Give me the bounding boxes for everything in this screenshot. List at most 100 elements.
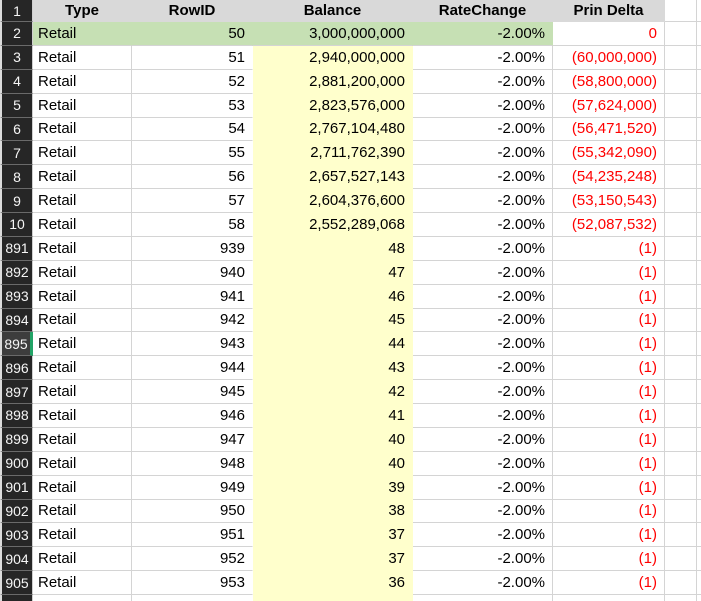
cell-type[interactable]: Retail	[33, 236, 132, 261]
cell-balance[interactable]: 37	[253, 523, 413, 548]
cell-empty[interactable]	[665, 427, 697, 452]
cell-prindelta[interactable]: (1)	[553, 308, 665, 333]
cell-rowid[interactable]: 50	[132, 22, 253, 46]
cell-type[interactable]: Retail	[33, 523, 132, 548]
cell-ratechange[interactable]: -2.00%	[413, 69, 553, 94]
cell-type[interactable]: Retail	[33, 356, 132, 381]
cell-ratechange[interactable]	[413, 595, 553, 601]
cell-type[interactable]: Retail	[33, 22, 132, 46]
row-number[interactable]: 10	[0, 213, 33, 237]
cell-rowid[interactable]: 946	[132, 404, 253, 428]
cell-rowid[interactable]: 952	[132, 547, 253, 572]
cell-ratechange[interactable]: -2.00%	[413, 308, 553, 333]
cell-ratechange[interactable]: -2.00%	[413, 499, 553, 524]
cell-empty[interactable]	[665, 45, 697, 70]
cell-prindelta[interactable]: (52,087,532)	[553, 213, 665, 237]
cell-empty[interactable]	[665, 404, 697, 428]
cell-type[interactable]: Retail	[33, 45, 132, 70]
cell-prindelta[interactable]: (1)	[553, 332, 665, 357]
cell-balance[interactable]: 46	[253, 284, 413, 309]
cell-prindelta[interactable]: (1)	[553, 380, 665, 404]
column-header-type[interactable]: Type	[33, 0, 132, 22]
cell-prindelta[interactable]: (55,342,090)	[553, 141, 665, 166]
row-number[interactable]: 895	[0, 332, 33, 357]
cell-rowid[interactable]: 947	[132, 428, 253, 452]
row-number[interactable]: 903	[0, 523, 33, 548]
row-number[interactable]: 891	[0, 236, 33, 261]
cell-prindelta[interactable]: (54,235,248)	[553, 165, 665, 190]
cell-prindelta[interactable]: (1)	[553, 236, 665, 261]
row-number[interactable]: 896	[0, 356, 33, 381]
cell-rowid[interactable]: 56	[132, 165, 253, 190]
cell-type[interactable]: Retail	[33, 475, 132, 500]
cell-type[interactable]: Retail	[33, 308, 132, 333]
row-number[interactable]: 893	[0, 284, 33, 309]
cell-balance[interactable]: 43	[253, 356, 413, 381]
cell-balance[interactable]: 2,711,762,390	[253, 141, 413, 166]
cell-rowid[interactable]: 57	[132, 189, 253, 213]
cell-prindelta[interactable]: (1)	[553, 571, 665, 595]
cell-prindelta[interactable]: (1)	[553, 260, 665, 285]
cell-rowid[interactable]: 939	[132, 237, 253, 261]
cell-empty[interactable]	[665, 22, 697, 46]
row-number[interactable]: 902	[0, 499, 33, 524]
cell-type[interactable]: Retail	[33, 499, 132, 524]
cell-prindelta[interactable]: (1)	[553, 475, 665, 500]
cell-ratechange[interactable]: -2.00%	[413, 93, 553, 118]
cell-balance[interactable]: 41	[253, 404, 413, 428]
column-header-rowid[interactable]: RowID	[132, 0, 253, 22]
cell-balance[interactable]: 36	[253, 571, 413, 595]
cell-ratechange[interactable]: -2.00%	[413, 213, 553, 237]
cell-empty[interactable]	[665, 380, 697, 404]
row-number[interactable]: 4	[0, 69, 33, 94]
cell-balance[interactable]: 44	[253, 332, 413, 357]
cell-rowid[interactable]: 950	[132, 500, 253, 524]
cell-empty[interactable]	[665, 547, 697, 572]
cell-ratechange[interactable]: -2.00%	[413, 475, 553, 500]
cell-empty[interactable]	[665, 523, 697, 548]
cell-rowid[interactable]: 52	[132, 70, 253, 94]
cell-ratechange[interactable]: -2.00%	[413, 380, 553, 404]
cell-empty[interactable]	[665, 451, 697, 476]
row-number[interactable]: 904	[0, 547, 33, 572]
cell-balance[interactable]: 40	[253, 451, 413, 476]
cell-prindelta[interactable]: (1)	[553, 547, 665, 572]
cell-type[interactable]: Retail	[33, 165, 132, 190]
cell-empty[interactable]	[665, 475, 697, 500]
cell-empty[interactable]	[665, 189, 697, 213]
cell-empty[interactable]	[665, 93, 697, 118]
cell-type[interactable]: Retail	[33, 284, 132, 309]
cell-balance[interactable]: 2,940,000,000	[253, 45, 413, 70]
cell-balance[interactable]: 2,657,527,143	[253, 165, 413, 190]
row-number[interactable]: 6	[0, 117, 33, 142]
cell-empty[interactable]	[665, 213, 697, 237]
row-number-header[interactable]: 1	[0, 0, 33, 22]
column-header-ratechange[interactable]: RateChange	[413, 0, 553, 22]
row-number[interactable]: 5	[0, 93, 33, 118]
cell-type[interactable]: Retail	[33, 547, 132, 572]
row-number[interactable]: 3	[0, 45, 33, 70]
cell-balance[interactable]: 2,881,200,000	[253, 69, 413, 94]
cell-rowid[interactable]: 944	[132, 356, 253, 381]
cell-rowid[interactable]: 53	[132, 94, 253, 118]
cell-rowid[interactable]: 54	[132, 118, 253, 142]
cell-rowid[interactable]: 951	[132, 523, 253, 548]
cell-prindelta[interactable]: (1)	[553, 356, 665, 381]
cell-empty[interactable]	[665, 595, 697, 601]
cell-rowid[interactable]: 51	[132, 46, 253, 70]
cell-empty[interactable]	[665, 308, 697, 333]
cell-rowid[interactable]: 942	[132, 309, 253, 333]
cell-ratechange[interactable]: -2.00%	[413, 45, 553, 70]
cell-prindelta[interactable]: (60,000,000)	[553, 45, 665, 70]
cell-ratechange[interactable]: -2.00%	[413, 141, 553, 166]
cell-ratechange[interactable]: -2.00%	[413, 117, 553, 142]
cell-ratechange[interactable]: -2.00%	[413, 332, 553, 357]
cell-empty[interactable]	[665, 69, 697, 94]
cell-type[interactable]: Retail	[33, 332, 132, 357]
cell-ratechange[interactable]: -2.00%	[413, 404, 553, 428]
cell-prindelta[interactable]	[553, 595, 665, 601]
cell-type[interactable]: Retail	[33, 93, 132, 118]
cell-type[interactable]	[33, 595, 132, 601]
cell-balance[interactable]: 37	[253, 547, 413, 572]
cell-ratechange[interactable]: -2.00%	[413, 22, 553, 46]
